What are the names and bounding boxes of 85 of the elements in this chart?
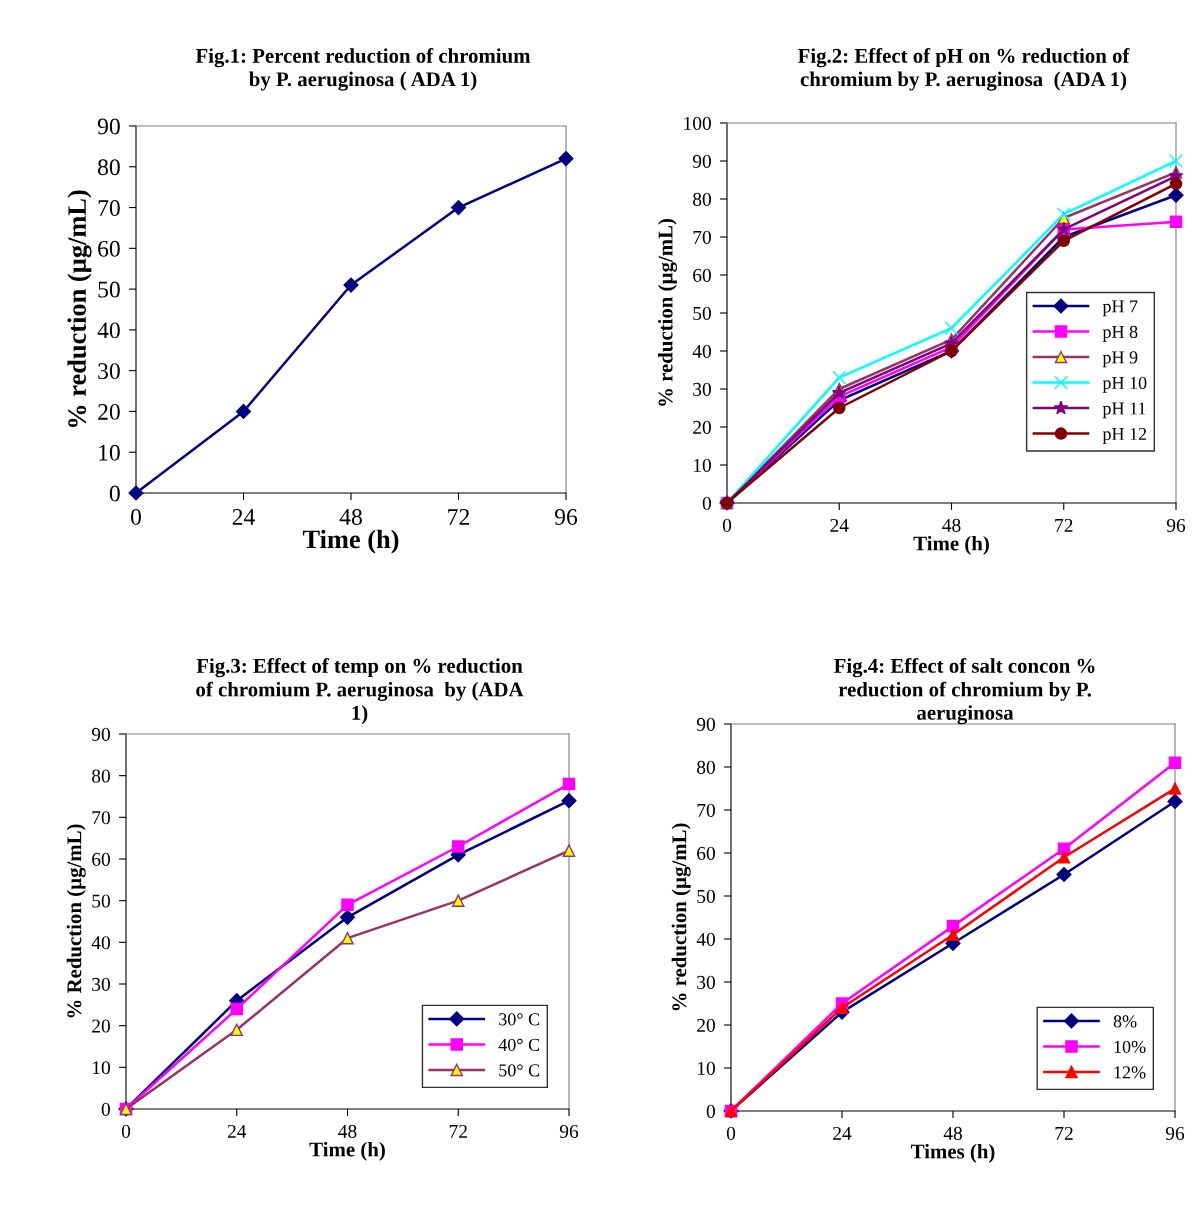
x-tick-label: 96 [1166, 518, 1186, 532]
x-tick-label: 24 [833, 1126, 852, 1140]
y-tick-label: 30 [693, 382, 711, 396]
y-tick-label: 10 [697, 1061, 715, 1075]
y-tick-label: 30 [92, 977, 110, 991]
y-tick-label: 70 [92, 811, 110, 825]
y-tick-label: 50 [697, 889, 715, 903]
y-tick-label: 20 [98, 403, 120, 420]
legend-label: pH 7 [1102, 300, 1138, 317]
x-tick-label: 72 [1055, 1126, 1073, 1140]
y-axis-title: % Reduction (µg/mL) [66, 824, 86, 1018]
y-tick-label: 0 [702, 496, 711, 510]
y-tick-label: 0 [109, 485, 120, 502]
legend-label: 8% [1113, 1015, 1137, 1028]
x-axis-title: Time (h) [309, 1141, 385, 1161]
y-tick-label: 80 [697, 760, 715, 774]
x-tick-label: 96 [559, 1124, 579, 1138]
chart-title: Fig.4: Effect of salt concon % reduction of chromium by P. aeruginosa [834, 658, 1095, 725]
legend-label: 50° C [499, 1064, 540, 1077]
y-tick-label: 10 [99, 444, 120, 461]
y-tick-label: 70 [697, 803, 715, 817]
legend-label: pH 11 [1102, 402, 1146, 419]
x-tick-label: 96 [554, 509, 578, 525]
chart-title: Fig.1: Percent reduction of chromium by P. aeruginosa ( ADA 1) [195, 48, 531, 91]
x-tick-label: 24 [830, 518, 849, 532]
legend-label: pH 8 [1102, 325, 1138, 342]
y-tick-label: 20 [697, 1018, 715, 1032]
y-tick-label: 80 [92, 769, 110, 783]
y-tick-label: 60 [693, 268, 711, 282]
legend-label: 10% [1114, 1040, 1146, 1053]
y-axis-title: % reduction (µg/mL) [67, 190, 92, 428]
y-tick-label: 60 [98, 240, 120, 257]
legend-label: 30° C [499, 1013, 540, 1026]
y-tick-label: 50 [98, 281, 120, 298]
x-tick-label: 48 [338, 1124, 357, 1138]
y-tick-label: 90 [696, 717, 715, 731]
legend-label: 12% [1114, 1066, 1146, 1079]
x-tick-label: 24 [227, 1124, 247, 1138]
x-axis-title: Times (h) [910, 1143, 995, 1163]
y-tick-label: 30 [98, 363, 120, 380]
y-tick-label: 80 [693, 192, 711, 206]
y-axis-title: % reduction (µg/mL) [657, 218, 677, 406]
y-tick-label: 40 [696, 932, 715, 946]
legend-label: pH 10 [1102, 376, 1147, 393]
y-tick-label: 90 [97, 118, 120, 135]
y-tick-label: 0 [706, 1104, 715, 1118]
x-tick-label: 0 [726, 1126, 736, 1140]
x-tick-label: 48 [942, 518, 961, 532]
x-tick-label: 48 [943, 1126, 962, 1140]
y-tick-label: 50 [693, 306, 711, 320]
legend-label: pH 12 [1102, 427, 1147, 444]
y-tick-label: 10 [92, 1061, 110, 1075]
legend-label: 40° C [498, 1038, 540, 1051]
y-tick-label: 10 [693, 458, 711, 472]
x-axis-title: Time (h) [913, 535, 989, 555]
x-tick-label: 0 [121, 1124, 131, 1138]
y-tick-label: 20 [92, 1019, 110, 1033]
legend-label: pH 9 [1102, 351, 1138, 368]
y-axis-title: % reduction (µg/mL) [671, 823, 691, 1011]
chart-title: Fig.2: Effect of pH on % reduction of chromium by P. aeruginosa (ADA 1) [797, 48, 1130, 91]
y-tick-label: 80 [98, 159, 120, 176]
x-tick-label: 48 [339, 508, 362, 525]
y-tick-label: 60 [697, 846, 715, 860]
chart-title: Fig.3: Effect of temp on % reduction of chromium P. aeruginosa by (ADA 1) [196, 658, 524, 725]
y-tick-label: 50 [92, 894, 110, 908]
y-tick-label: 20 [693, 420, 711, 434]
x-tick-label: 0 [131, 508, 141, 525]
y-tick-label: 40 [692, 344, 711, 358]
x-tick-label: 72 [449, 1124, 467, 1138]
y-tick-label: 0 [101, 1102, 110, 1116]
x-tick-label: 24 [232, 509, 255, 525]
y-tick-label: 70 [98, 200, 120, 216]
x-tick-label: 72 [1055, 518, 1073, 532]
y-tick-label: 40 [91, 936, 110, 950]
y-tick-label: 30 [697, 975, 715, 989]
y-tick-label: 100 [684, 116, 711, 130]
y-tick-label: 90 [692, 154, 711, 168]
x-tick-label: 72 [448, 509, 469, 525]
y-tick-label: 60 [92, 852, 110, 866]
y-tick-label: 90 [91, 727, 110, 741]
x-axis-title: Time (h) [302, 529, 399, 554]
x-tick-label: 96 [1165, 1126, 1185, 1140]
y-tick-label: 40 [97, 322, 120, 339]
y-tick-label: 70 [693, 230, 711, 244]
x-tick-label: 0 [722, 518, 732, 532]
